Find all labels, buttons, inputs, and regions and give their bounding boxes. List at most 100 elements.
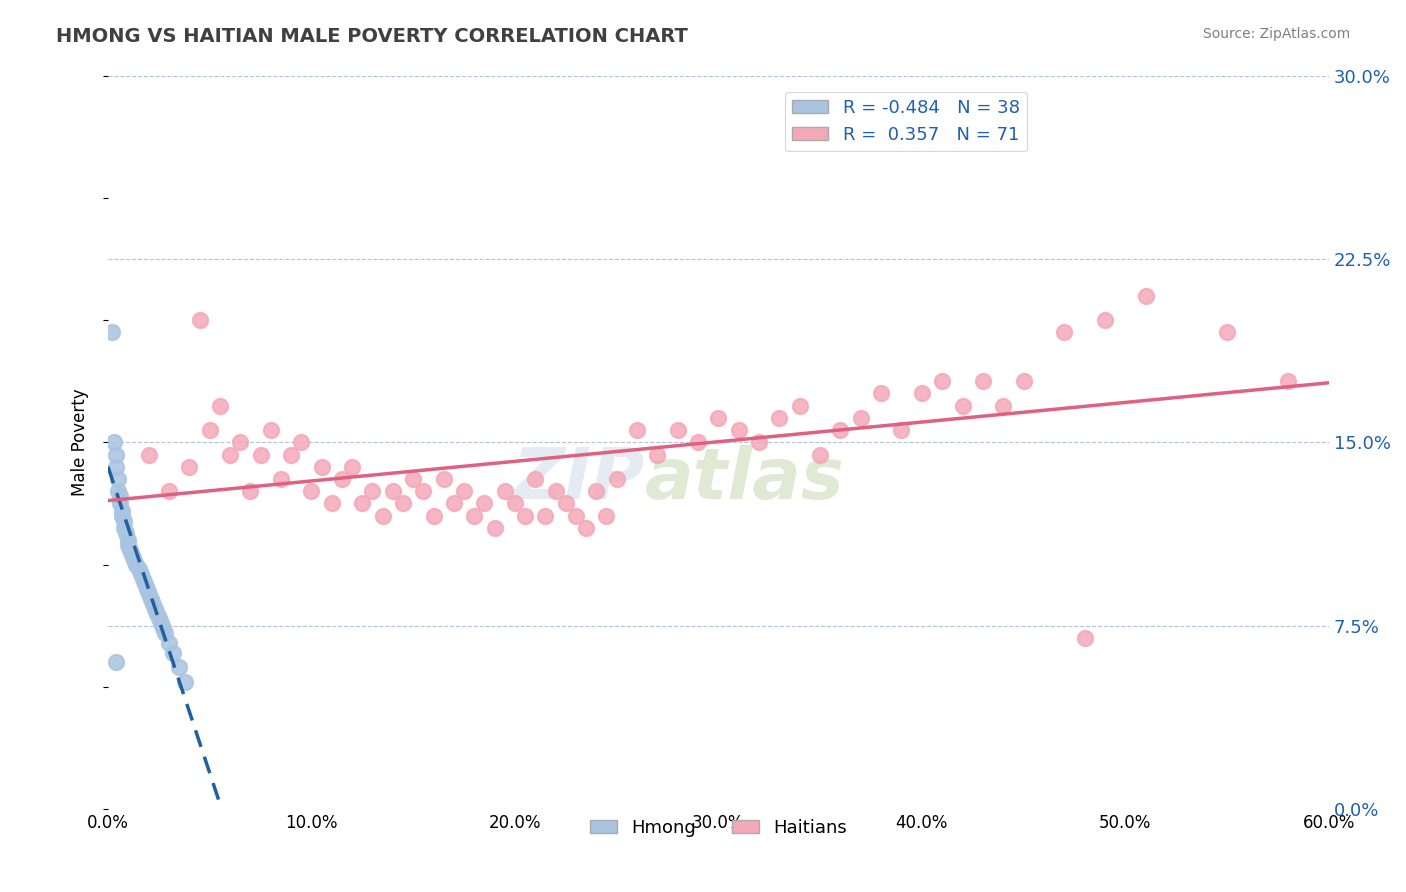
Point — [112, 514, 135, 528]
Point — [290, 435, 312, 450]
Point — [474, 496, 496, 510]
Point — [1094, 313, 1116, 327]
Point — [105, 459, 128, 474]
Point — [239, 484, 262, 499]
Point — [301, 484, 323, 499]
Point — [107, 484, 129, 499]
Point — [911, 386, 934, 401]
Point — [352, 496, 374, 510]
Point — [117, 538, 139, 552]
Point — [606, 472, 628, 486]
Point — [647, 448, 669, 462]
Point — [1073, 631, 1095, 645]
Point — [565, 508, 588, 523]
Point — [402, 472, 425, 486]
Point — [129, 567, 152, 582]
Point — [124, 552, 146, 566]
Point — [585, 484, 607, 499]
Point — [433, 472, 456, 486]
Point — [111, 504, 134, 518]
Point — [311, 459, 333, 474]
Point — [219, 448, 242, 462]
Point — [727, 423, 749, 437]
Legend: Hmong, Haitians: Hmong, Haitians — [582, 812, 855, 844]
Point — [229, 435, 252, 450]
Point — [146, 607, 169, 621]
Point — [152, 621, 174, 635]
Point — [544, 484, 567, 499]
Point — [134, 577, 156, 591]
Point — [121, 548, 143, 562]
Y-axis label: Male Poverty: Male Poverty — [72, 389, 89, 496]
Point — [139, 591, 162, 606]
Text: Source: ZipAtlas.com: Source: ZipAtlas.com — [1202, 27, 1350, 41]
Text: ZIP: ZIP — [513, 444, 645, 514]
Point — [153, 626, 176, 640]
Point — [108, 496, 131, 510]
Point — [157, 484, 180, 499]
Point — [138, 587, 160, 601]
Point — [321, 496, 343, 510]
Point — [103, 435, 125, 450]
Point — [870, 386, 893, 401]
Point — [993, 399, 1015, 413]
Point — [174, 675, 197, 690]
Point — [890, 423, 912, 437]
Point — [188, 313, 211, 327]
Point — [117, 533, 139, 548]
Point — [524, 472, 547, 486]
Point — [422, 508, 444, 523]
Point — [208, 399, 231, 413]
Point — [143, 601, 166, 615]
Point — [503, 496, 526, 510]
Point — [131, 572, 153, 586]
Point — [128, 562, 150, 576]
Point — [101, 326, 124, 340]
Point — [554, 496, 576, 510]
Point — [260, 423, 283, 437]
Point — [280, 448, 302, 462]
Point — [931, 374, 953, 388]
Point — [972, 374, 994, 388]
Point — [534, 508, 557, 523]
Point — [1277, 374, 1299, 388]
Point — [830, 423, 852, 437]
Point — [105, 448, 128, 462]
Point — [105, 656, 128, 670]
Point — [135, 582, 157, 596]
Point — [666, 423, 689, 437]
Point — [162, 646, 184, 660]
Point — [179, 459, 201, 474]
Point — [125, 558, 148, 572]
Point — [115, 525, 138, 540]
Point — [686, 435, 709, 450]
Point — [707, 410, 730, 425]
Point — [167, 660, 190, 674]
Point — [249, 448, 271, 462]
Point — [768, 410, 790, 425]
Point — [198, 423, 221, 437]
Point — [849, 410, 872, 425]
Point — [789, 399, 811, 413]
Point — [443, 496, 465, 510]
Point — [270, 472, 292, 486]
Point — [392, 496, 415, 510]
Point — [371, 508, 394, 523]
Text: atlas: atlas — [645, 444, 845, 514]
Text: HMONG VS HAITIAN MALE POVERTY CORRELATION CHART: HMONG VS HAITIAN MALE POVERTY CORRELATIO… — [56, 27, 688, 45]
Point — [1216, 326, 1239, 340]
Point — [149, 616, 172, 631]
Point — [513, 508, 536, 523]
Point — [138, 448, 160, 462]
Point — [808, 448, 831, 462]
Point — [575, 521, 598, 535]
Point — [494, 484, 516, 499]
Point — [484, 521, 506, 535]
Point — [595, 508, 617, 523]
Point — [626, 423, 648, 437]
Point — [157, 636, 180, 650]
Point — [330, 472, 353, 486]
Point — [748, 435, 770, 450]
Point — [1135, 288, 1157, 302]
Point — [381, 484, 404, 499]
